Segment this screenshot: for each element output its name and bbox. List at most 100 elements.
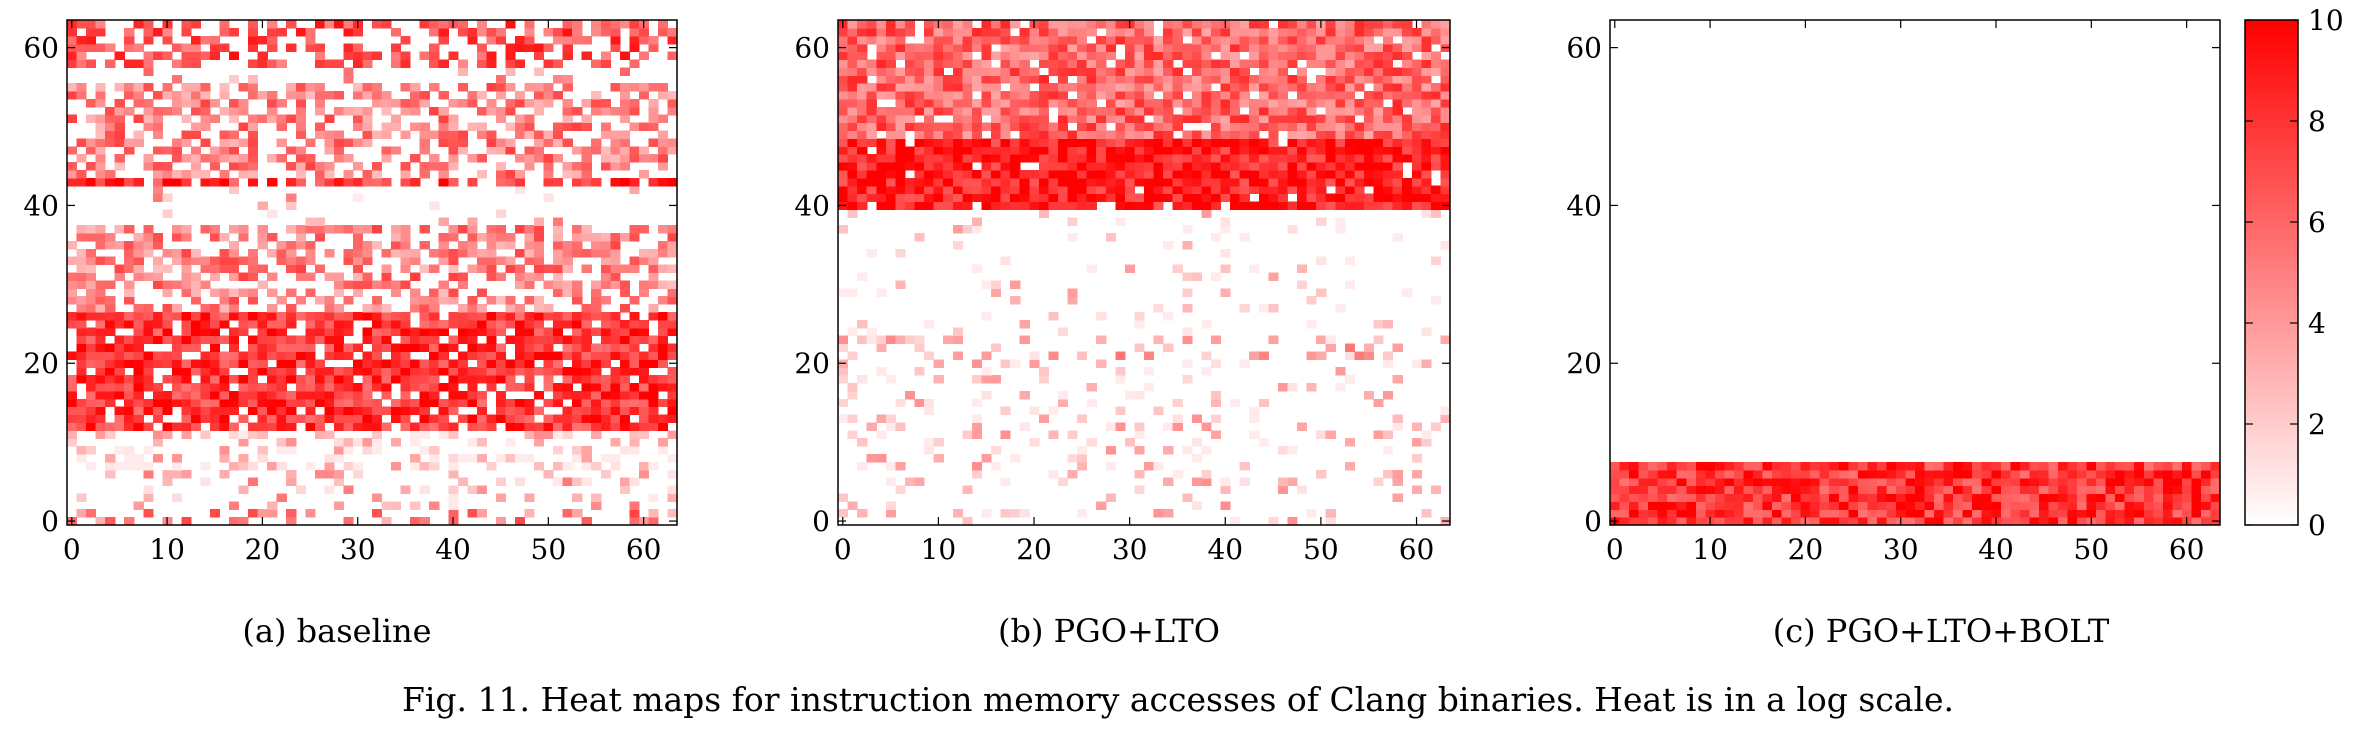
- heatmap-cell: [534, 233, 545, 242]
- heatmap-cell: [1838, 461, 1849, 471]
- heatmap-cell: [372, 430, 383, 439]
- heatmap-cell: [1440, 27, 1451, 37]
- heatmap-cell: [1029, 130, 1040, 139]
- heatmap-cell: [400, 351, 411, 360]
- heatmap-cell: [981, 91, 992, 100]
- heatmap-cell: [1153, 154, 1164, 163]
- heatmap-cell: [591, 138, 602, 147]
- heatmap-cell: [1411, 83, 1422, 92]
- heatmap-cell: [343, 248, 354, 258]
- heatmap-cell: [629, 185, 640, 195]
- heatmap-cell: [324, 390, 335, 400]
- heatmap-cell: [105, 461, 116, 471]
- heatmap-cell: [324, 335, 335, 345]
- heatmap-cell: [400, 106, 411, 116]
- heatmap-cell: [553, 390, 564, 400]
- heatmap-cell: [391, 114, 402, 124]
- heatmap-cell: [419, 398, 430, 408]
- heatmap-cell: [514, 43, 526, 53]
- heatmap-cell: [847, 327, 858, 337]
- heatmap-cell: [924, 406, 935, 416]
- heatmap-cell: [1772, 461, 1783, 471]
- heatmap-cell: [591, 146, 602, 155]
- heatmap-cell: [1163, 122, 1174, 132]
- heatmap-cell: [1230, 193, 1241, 203]
- heatmap-cell: [866, 98, 877, 108]
- heatmap-cell: [1781, 517, 1792, 526]
- heatmap-cell: [476, 351, 487, 360]
- colorbar-gradient: [2244, 19, 2299, 526]
- heatmap-cell: [600, 51, 611, 61]
- heatmap-cell: [181, 390, 192, 400]
- heatmap-cell: [133, 453, 144, 463]
- heatmap-cell: [1086, 51, 1097, 61]
- heatmap-cell: [847, 59, 858, 68]
- heatmap-cell: [295, 343, 306, 353]
- heatmap-cell: [1057, 83, 1069, 92]
- heatmap-cell: [534, 461, 545, 471]
- heatmap-cell: [1239, 177, 1250, 187]
- heatmap-cell: [1657, 485, 1668, 495]
- heatmap-cell: [1421, 359, 1432, 368]
- heatmap-cell: [95, 130, 106, 139]
- heatmap-cell: [933, 59, 944, 68]
- heatmap-cell: [162, 398, 173, 408]
- heatmap-cell: [534, 319, 545, 329]
- heatmap-cell: [648, 509, 659, 518]
- heatmap-cell: [885, 20, 896, 29]
- heatmap-cell: [1124, 162, 1136, 171]
- heatmap-cell: [2086, 485, 2097, 495]
- heatmap-cell: [1115, 201, 1126, 210]
- heatmap-cell: [429, 461, 440, 471]
- heatmap-cell: [1848, 517, 1859, 526]
- heatmap-cell: [133, 422, 144, 431]
- heatmap-cell: [1077, 193, 1088, 203]
- heatmap-cell: [305, 367, 316, 376]
- heatmap-cell: [1402, 177, 1413, 187]
- heatmap-cell: [1648, 461, 1659, 471]
- heatmap-cell: [1991, 469, 2002, 479]
- heatmap-cell: [562, 351, 573, 360]
- heatmap-cell: [1800, 501, 1811, 510]
- heatmap-cell: [1421, 83, 1432, 92]
- heatmap-cell: [1220, 27, 1231, 37]
- heatmap-cell: [1430, 146, 1442, 155]
- heatmap-cell: [1924, 477, 1935, 487]
- heatmap-cell: [229, 162, 240, 171]
- heatmap-cell: [1201, 201, 1212, 210]
- heatmap-cell: [67, 27, 78, 37]
- heatmap-cell: [181, 272, 192, 281]
- heatmap-cell: [95, 177, 106, 187]
- heatmap-cell: [591, 398, 602, 408]
- heatmap-cell: [876, 146, 887, 155]
- heatmap-cell: [448, 264, 459, 274]
- heatmap-cell: [276, 59, 287, 68]
- heatmap-cell: [457, 138, 468, 147]
- heatmap-cell: [952, 177, 963, 187]
- heatmap-cell: [1287, 138, 1298, 147]
- heatmap-cell: [181, 59, 192, 68]
- heatmap-cell: [1402, 83, 1413, 92]
- heatmap-cell: [438, 382, 449, 392]
- heatmap-cell: [1354, 75, 1365, 84]
- heatmap-cell: [209, 406, 221, 416]
- heatmap-cell: [362, 414, 373, 424]
- heatmap-cell: [1096, 51, 1107, 61]
- heatmap-cell: [581, 122, 592, 132]
- heatmap-cell: [1057, 75, 1069, 84]
- heatmap-cell: [295, 177, 306, 187]
- heatmap-cell: [1335, 98, 1346, 108]
- heatmap-cell: [305, 35, 316, 45]
- heatmap-cell: [305, 248, 316, 258]
- heatmap-cell: [391, 398, 402, 408]
- heatmap-cell: [162, 430, 173, 439]
- heatmap-cell: [866, 453, 877, 463]
- heatmap-cell: [1172, 422, 1183, 431]
- heatmap-cell: [314, 390, 325, 400]
- heatmap-cell: [2200, 469, 2212, 479]
- heatmap-cell: [1210, 43, 1222, 53]
- heatmap-cell: [1972, 493, 1983, 502]
- heatmap-cell: [1220, 35, 1231, 45]
- heatmap-cell: [343, 138, 354, 147]
- heatmap-cell: [629, 477, 640, 487]
